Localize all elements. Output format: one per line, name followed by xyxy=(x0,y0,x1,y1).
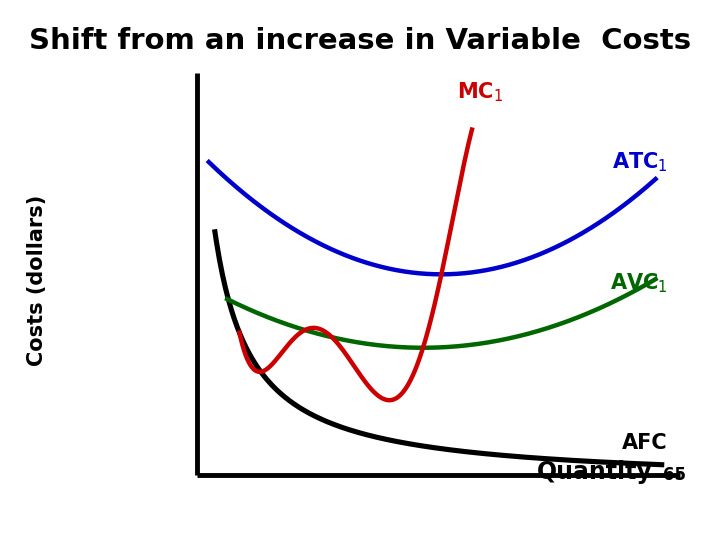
Text: MC$_1$: MC$_1$ xyxy=(456,80,503,104)
Text: Costs (dollars): Costs (dollars) xyxy=(27,195,48,367)
Text: AFC: AFC xyxy=(622,433,668,453)
Text: ATC$_1$: ATC$_1$ xyxy=(612,150,668,173)
Text: Shift from an increase in Variable  Costs: Shift from an increase in Variable Costs xyxy=(29,27,691,55)
Text: 65: 65 xyxy=(663,466,686,484)
Text: AVC$_1$: AVC$_1$ xyxy=(610,272,668,295)
Text: Quantity: Quantity xyxy=(536,460,652,484)
